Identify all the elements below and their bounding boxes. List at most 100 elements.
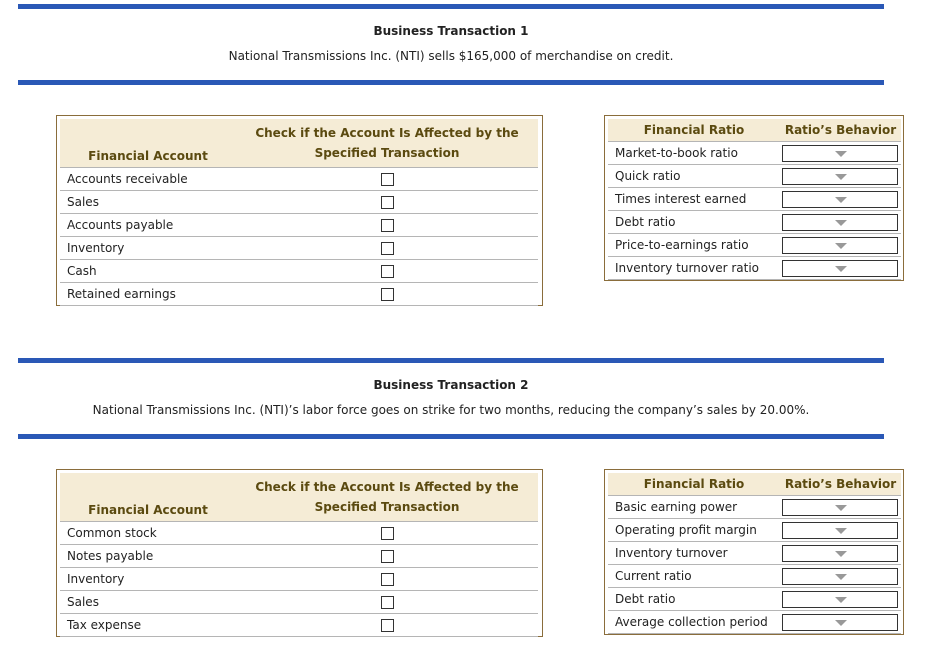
chevron-down-icon bbox=[835, 265, 847, 272]
affected-checkbox[interactable] bbox=[380, 173, 394, 186]
behavior-dropdown[interactable] bbox=[782, 567, 898, 585]
account-row: Inventory bbox=[60, 236, 538, 260]
ratio-row: Debt ratio bbox=[608, 210, 901, 234]
behavior-dropdown[interactable] bbox=[782, 498, 898, 516]
affected-checkbox[interactable] bbox=[380, 550, 394, 563]
affected-checkbox[interactable] bbox=[380, 573, 394, 586]
ratio-name: Inventory turnover ratio bbox=[608, 256, 780, 280]
account-row: Accounts receivable bbox=[60, 167, 538, 191]
behavior-dropdown[interactable] bbox=[782, 613, 898, 631]
behavior-dropdown[interactable] bbox=[782, 544, 898, 562]
affected-checkbox[interactable] bbox=[380, 596, 394, 609]
column-header-account: Financial Account bbox=[60, 473, 236, 522]
transaction-description: National Transmissions Inc. (NTI)’s labo… bbox=[92, 403, 810, 417]
chevron-down-icon bbox=[835, 619, 847, 626]
account-name: Common stock bbox=[60, 521, 236, 545]
section-divider bbox=[18, 358, 884, 363]
ratio-row: Price-to-earnings ratio bbox=[608, 233, 901, 257]
behavior-dropdown[interactable] bbox=[782, 190, 898, 208]
chevron-down-icon bbox=[835, 219, 847, 226]
ratio-row: Inventory turnover bbox=[608, 541, 901, 565]
ratio-row: Times interest earned bbox=[608, 187, 901, 211]
behavior-dropdown[interactable] bbox=[782, 144, 898, 162]
affected-checkbox[interactable] bbox=[380, 527, 394, 540]
ratios-table: Financial Ratio Ratio’s Behavior Basic ear… bbox=[604, 469, 904, 635]
behavior-dropdown[interactable] bbox=[782, 213, 898, 231]
transaction-title: Business Transaction 1 bbox=[373, 24, 529, 38]
ratios-table: Financial Ratio Ratio’s Behavior Market-to… bbox=[604, 115, 904, 281]
chevron-down-icon bbox=[835, 596, 847, 603]
transaction-description: National Transmissions Inc. (NTI) sells … bbox=[228, 49, 674, 63]
account-name: Sales bbox=[60, 190, 236, 214]
account-name: Inventory bbox=[60, 567, 236, 591]
ratio-row: Basic earning power bbox=[608, 495, 901, 519]
account-row: Common stock bbox=[60, 521, 538, 545]
section-divider bbox=[18, 80, 884, 85]
behavior-dropdown[interactable] bbox=[782, 167, 898, 185]
affected-checkbox[interactable] bbox=[380, 265, 394, 278]
chevron-down-icon bbox=[835, 242, 847, 249]
account-row: Sales bbox=[60, 190, 538, 214]
section-divider bbox=[18, 434, 884, 439]
account-name: Notes payable bbox=[60, 544, 236, 568]
ratio-row: Inventory turnover ratio bbox=[608, 256, 901, 280]
ratio-row: Current ratio bbox=[608, 564, 901, 588]
ratio-name: Current ratio bbox=[608, 564, 780, 588]
column-header-affected: Check if the Account Is Affected by the … bbox=[236, 119, 538, 168]
ratio-row: Average collection period bbox=[608, 610, 901, 634]
affected-checkbox[interactable] bbox=[380, 619, 394, 632]
account-name: Inventory bbox=[60, 236, 236, 260]
accounts-table: Financial Account Check if the Account Is… bbox=[56, 115, 543, 306]
behavior-dropdown[interactable] bbox=[782, 590, 898, 608]
chevron-down-icon bbox=[835, 150, 847, 157]
account-row: Notes payable bbox=[60, 544, 538, 568]
affected-checkbox[interactable] bbox=[380, 196, 394, 209]
account-name: Sales bbox=[60, 590, 236, 614]
chevron-down-icon bbox=[835, 573, 847, 580]
ratio-name: Debt ratio bbox=[608, 210, 780, 234]
chevron-down-icon bbox=[835, 196, 847, 203]
ratio-name: Times interest earned bbox=[608, 187, 780, 211]
behavior-dropdown[interactable] bbox=[782, 236, 898, 254]
account-row: Inventory bbox=[60, 567, 538, 591]
account-row: Retained earnings bbox=[60, 282, 538, 306]
behavior-dropdown[interactable] bbox=[782, 521, 898, 539]
ratio-name: Basic earning power bbox=[608, 495, 780, 519]
ratio-name: Debt ratio bbox=[608, 587, 780, 611]
behavior-dropdown[interactable] bbox=[782, 259, 898, 277]
ratio-row: Market-to-book ratio bbox=[608, 141, 901, 165]
ratio-name: Inventory turnover bbox=[608, 541, 780, 565]
account-name: Retained earnings bbox=[60, 282, 236, 306]
accounts-table: Financial Account Check if the Account Is… bbox=[56, 469, 543, 637]
ratio-name: Average collection period bbox=[608, 610, 780, 634]
ratio-name: Price-to-earnings ratio bbox=[608, 233, 780, 257]
ratio-row: Operating profit margin bbox=[608, 518, 901, 542]
column-header-behavior: Ratio’s Behavior bbox=[780, 119, 901, 142]
account-row: Accounts payable bbox=[60, 213, 538, 237]
ratio-name: Operating profit margin bbox=[608, 518, 780, 542]
account-name: Accounts receivable bbox=[60, 167, 236, 191]
chevron-down-icon bbox=[835, 504, 847, 511]
ratio-row: Debt ratio bbox=[608, 587, 901, 611]
account-row: Tax expense bbox=[60, 613, 538, 637]
account-name: Cash bbox=[60, 259, 236, 283]
affected-checkbox[interactable] bbox=[380, 288, 394, 301]
account-name: Accounts payable bbox=[60, 213, 236, 237]
account-row: Sales bbox=[60, 590, 538, 614]
account-row: Cash bbox=[60, 259, 538, 283]
affected-checkbox[interactable] bbox=[380, 219, 394, 232]
chevron-down-icon bbox=[835, 550, 847, 557]
account-name: Tax expense bbox=[60, 613, 236, 637]
ratio-name: Market-to-book ratio bbox=[608, 141, 780, 165]
column-header-behavior: Ratio’s Behavior bbox=[780, 473, 901, 496]
chevron-down-icon bbox=[835, 527, 847, 534]
section-divider bbox=[18, 4, 884, 9]
transaction-title: Business Transaction 2 bbox=[373, 378, 529, 392]
chevron-down-icon bbox=[835, 173, 847, 180]
column-header-account: Financial Account bbox=[60, 119, 236, 168]
ratio-name: Quick ratio bbox=[608, 164, 780, 188]
affected-checkbox[interactable] bbox=[380, 242, 394, 255]
column-header-ratio: Financial Ratio bbox=[608, 473, 780, 496]
column-header-affected: Check if the Account Is Affected by the … bbox=[236, 473, 538, 522]
ratio-row: Quick ratio bbox=[608, 164, 901, 188]
